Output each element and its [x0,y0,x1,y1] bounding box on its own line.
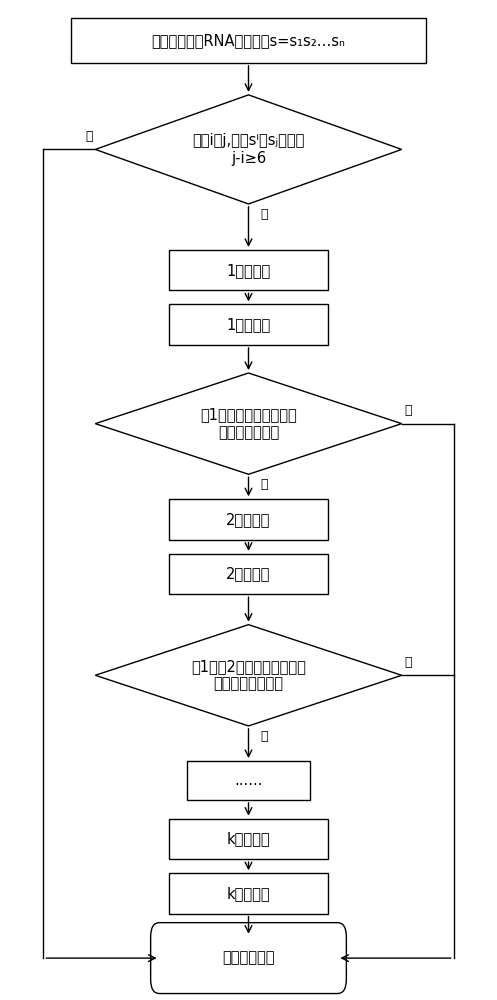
Text: 在1茎封闭的游离碱基中
查找配对的碱基: 在1茎封闭的游离碱基中 查找配对的碱基 [200,407,297,440]
FancyBboxPatch shape [169,819,328,859]
Text: 2茎的确定: 2茎的确定 [226,512,271,527]
Text: 存在i、j,使得sᴵ与sⱼ配对，
j-i≥6: 存在i、j,使得sᴵ与sⱼ配对， j-i≥6 [192,133,305,166]
Text: 是: 是 [261,478,268,491]
Text: ......: ...... [234,773,263,788]
Text: 从左向右查找RNA碱基序列s=s₁s₂…sₙ: 从左向右查找RNA碱基序列s=s₁s₂…sₙ [152,33,345,48]
Polygon shape [95,373,402,474]
Polygon shape [95,95,402,204]
Text: 否: 否 [85,130,93,143]
Text: 在1茎劒2茎封闭的游离碱基
中查找配对的碱基: 在1茎劒2茎封闭的游离碱基 中查找配对的碱基 [191,659,306,691]
Text: 是: 是 [261,208,268,221]
Polygon shape [95,625,402,726]
FancyBboxPatch shape [151,923,346,994]
FancyBboxPatch shape [169,499,328,540]
Text: 2茎的标记: 2茎的标记 [226,567,271,582]
FancyBboxPatch shape [71,18,426,63]
Text: 1茎的确定: 1茎的确定 [226,263,271,278]
FancyBboxPatch shape [169,873,328,914]
FancyBboxPatch shape [169,554,328,594]
FancyBboxPatch shape [187,761,310,800]
Text: 否: 否 [404,404,412,417]
FancyBboxPatch shape [169,250,328,290]
FancyBboxPatch shape [169,304,328,345]
Text: k茎的确定: k茎的确定 [227,831,270,846]
Text: k茎的标记: k茎的标记 [227,886,270,901]
Text: 退出茎的查找: 退出茎的查找 [222,951,275,966]
Text: 否: 否 [404,656,412,669]
Text: 1茎的标记: 1茎的标记 [226,317,271,332]
Text: 是: 是 [261,730,268,743]
